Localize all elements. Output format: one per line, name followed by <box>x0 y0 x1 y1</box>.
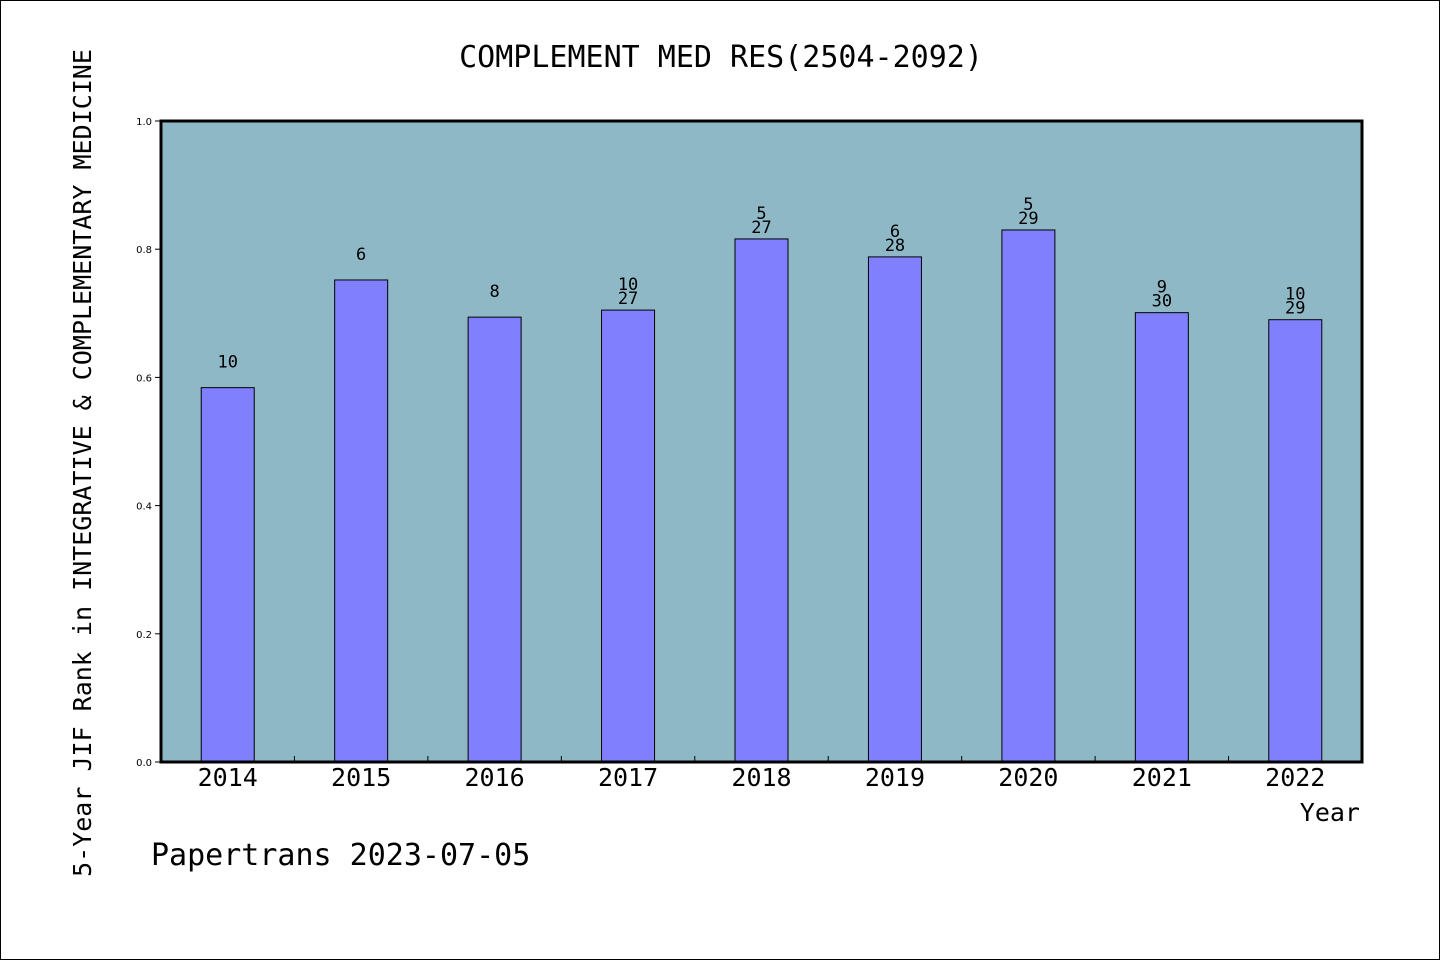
bar-label-top: 9 <box>1157 278 1167 298</box>
bar-label-bottom: 29 <box>1285 299 1305 319</box>
bar-2017 <box>601 309 656 763</box>
chart-title: COMPLEMENT MED RES(2504-2092) <box>459 40 983 75</box>
y-tick-label: 0.8 <box>136 245 152 256</box>
x-tick-label: 2018 <box>731 763 791 792</box>
bar-label-top: 10 <box>217 353 237 373</box>
x-axis: 2014 2015 2016 2017 2018 2019 2020 2021 2022 <box>198 756 1325 792</box>
y-tick-label: 1.0 <box>136 117 152 128</box>
bar-label-bottom: 29 <box>1018 209 1038 229</box>
bar-label-top: 10 <box>618 275 638 295</box>
y-axis-label: 5-Year JIF Rank in INTEGRATIVE & COMPLEM… <box>68 49 97 877</box>
bar-label-bottom: 27 <box>618 289 638 309</box>
x-tick-label: 2020 <box>998 763 1058 792</box>
x-tick-label: 2019 <box>865 763 925 792</box>
plot-frame <box>159 119 1364 764</box>
y-tick-label: 0.6 <box>136 373 152 384</box>
bar-2014 <box>200 387 255 763</box>
bar-2016 <box>467 316 522 763</box>
bar-2018 <box>734 238 789 763</box>
bar-2019 <box>867 256 922 763</box>
bar-label-top: 5 <box>756 204 766 224</box>
y-tick-label: 0.2 <box>136 630 152 641</box>
bar-label-top: 8 <box>489 282 499 302</box>
x-tick-label: 2021 <box>1132 763 1192 792</box>
bar-2020 <box>1001 229 1056 763</box>
footer-credit: Papertrans 2023-07-05 <box>151 838 530 873</box>
y-axis: 0.0 0.2 0.4 0.6 0.8 1.0 <box>136 117 161 769</box>
bar-2021 <box>1134 312 1189 763</box>
x-tick-label: 2022 <box>1265 763 1325 792</box>
bar-label-top: 6 <box>356 245 366 265</box>
x-axis-label: Year <box>1300 798 1360 827</box>
x-tick-label: 2017 <box>598 763 658 792</box>
bar-label-top: 6 <box>890 222 900 242</box>
bars-group <box>200 229 1323 763</box>
bar-2022 <box>1268 319 1323 763</box>
bar-2015 <box>334 279 389 763</box>
x-tick-label: 2014 <box>198 763 258 792</box>
x-tick-label: 2016 <box>465 763 525 792</box>
bar-label-bottom: 28 <box>885 236 905 256</box>
y-tick-label: 0.0 <box>136 758 152 769</box>
bar-label-bottom: 27 <box>751 218 771 238</box>
bar-label-bottom: 30 <box>1152 292 1172 312</box>
bar-label-top: 10 <box>1285 285 1305 305</box>
y-tick-label: 0.4 <box>136 502 152 513</box>
bar-label-top: 5 <box>1023 195 1033 215</box>
x-tick-label: 2015 <box>331 763 391 792</box>
